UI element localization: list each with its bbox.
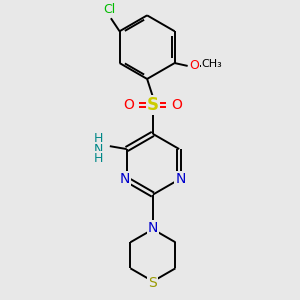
Text: O: O	[189, 59, 199, 72]
Text: S: S	[147, 96, 159, 114]
Text: N: N	[176, 172, 186, 186]
Text: H: H	[94, 152, 103, 165]
Text: Cl: Cl	[103, 3, 116, 16]
Text: O: O	[124, 98, 134, 112]
Text: O: O	[171, 98, 182, 112]
Text: CH₃: CH₃	[202, 59, 223, 70]
Text: S: S	[148, 276, 157, 290]
Text: N: N	[120, 172, 130, 186]
Text: N: N	[94, 142, 103, 156]
Text: N: N	[148, 221, 158, 235]
Text: H: H	[94, 132, 103, 146]
